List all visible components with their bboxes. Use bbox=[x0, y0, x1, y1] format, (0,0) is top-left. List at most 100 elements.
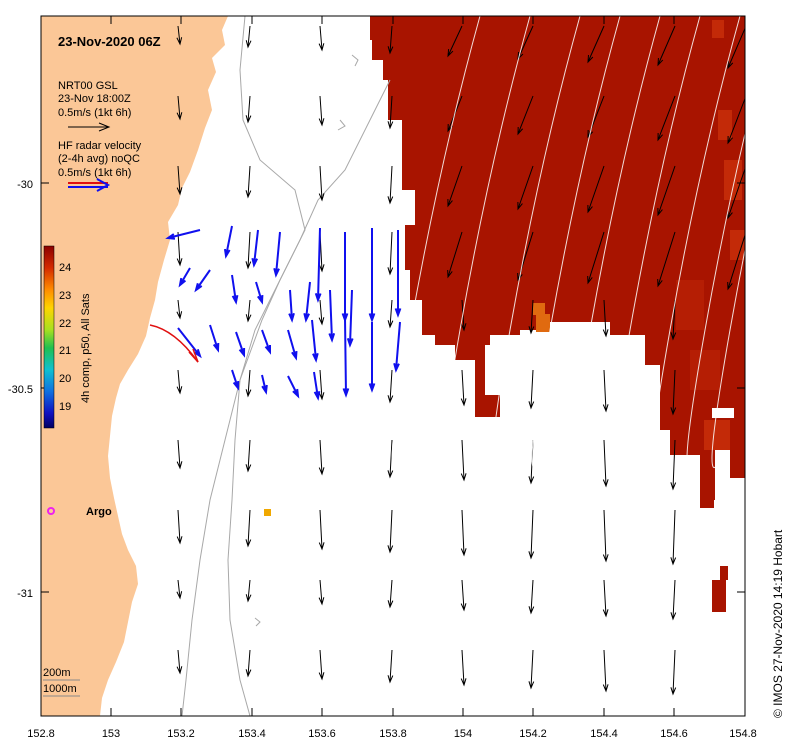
x-tick-label: 154.2 bbox=[519, 728, 547, 740]
model-current-arrow bbox=[447, 231, 463, 279]
model-current-arrow bbox=[528, 509, 535, 560]
model-current-arrow bbox=[657, 165, 676, 217]
sst-streamline bbox=[391, 16, 481, 468]
hf-radar-arrows bbox=[165, 225, 402, 401]
depth-legend: 200m 1000m bbox=[43, 667, 80, 697]
model-current-arrow bbox=[657, 95, 676, 142]
model-current-arrow bbox=[602, 439, 609, 488]
depth-legend-line1: 200m bbox=[43, 667, 71, 679]
model-reference-arrow bbox=[68, 122, 111, 132]
model-current-arrow bbox=[460, 649, 467, 687]
x-tick-label: 153 bbox=[102, 728, 120, 740]
model-current-arrow bbox=[670, 579, 677, 621]
hf-radar-arrow bbox=[394, 230, 402, 318]
x-tick-label: 152.8 bbox=[27, 728, 55, 740]
hf-radar-arrow bbox=[261, 329, 272, 355]
x-tick-label: 154 bbox=[454, 728, 472, 740]
model-current-arrow bbox=[387, 509, 394, 554]
hf-radar-arrow bbox=[165, 229, 201, 240]
model-current-arrow bbox=[744, 690, 745, 692]
model-current-arrow bbox=[318, 165, 325, 202]
sst-streamline bbox=[711, 247, 745, 468]
model-legend-line1: NRT00 GSL bbox=[58, 80, 118, 92]
y-tick-label: -30.5 bbox=[8, 384, 33, 396]
model-current-arrow bbox=[318, 299, 325, 326]
model-current-arrow bbox=[744, 485, 745, 486]
radar-legend-line2: (2-4h avg) noQC bbox=[58, 153, 140, 165]
sst-streamline bbox=[571, 16, 661, 468]
colorbar-tick: 22 bbox=[59, 318, 71, 330]
model-current-arrow bbox=[176, 25, 183, 46]
hf-radar-arrow bbox=[328, 289, 336, 343]
map-title: 23-Nov-2020 06Z bbox=[58, 34, 161, 49]
x-tick-label: 153.6 bbox=[308, 728, 336, 740]
x-tick-label: 154.4 bbox=[590, 728, 618, 740]
isobath-1000m bbox=[181, 79, 391, 716]
model-current-arrow bbox=[727, 233, 745, 291]
hf-radar-arrow bbox=[231, 274, 239, 305]
hf-radar-arrow bbox=[287, 329, 298, 361]
model-current-arrow bbox=[602, 299, 609, 338]
radar-legend-line1: HF radar velocity bbox=[58, 140, 142, 152]
sst-streamline bbox=[491, 16, 581, 468]
model-current-arrow bbox=[528, 579, 535, 615]
model-current-arrow bbox=[176, 509, 183, 545]
radar-legend: HF radar velocity (2-4h avg) noQC 0.5m/s… bbox=[58, 140, 142, 192]
hf-radar-arrow bbox=[273, 231, 281, 278]
model-current-arrow bbox=[587, 25, 605, 64]
depth-legend-line2: 1000m bbox=[43, 683, 77, 695]
sst-streamline bbox=[441, 16, 531, 468]
sst-streamline bbox=[531, 16, 621, 468]
model-current-arrow bbox=[460, 369, 467, 407]
hf-radar-arrow bbox=[368, 322, 376, 393]
model-current-arrow bbox=[245, 579, 252, 603]
model-current-arrow bbox=[318, 509, 325, 551]
model-current-arrow bbox=[245, 439, 252, 473]
axis-ticks bbox=[40, 16, 746, 716]
isobath-lines bbox=[181, 16, 391, 716]
model-current-arrow bbox=[245, 369, 252, 398]
model-current-arrow bbox=[318, 439, 325, 476]
colorbar-gradient bbox=[43, 245, 55, 429]
colorbar-label: 4h comp, p50, All Sats bbox=[80, 293, 92, 403]
model-current-arrow bbox=[245, 649, 252, 678]
model-current-arrow bbox=[176, 369, 183, 395]
model-current-arrow bbox=[447, 25, 463, 58]
sst-streamlines bbox=[391, 16, 745, 468]
hf-radar-arrow bbox=[311, 319, 319, 363]
model-current-arrow bbox=[517, 165, 534, 211]
model-current-arrow bbox=[176, 579, 183, 600]
sst-streamline bbox=[651, 16, 741, 468]
radar-reference-arrow bbox=[68, 178, 111, 192]
colorbar-tick: 23 bbox=[59, 290, 71, 302]
hf-radar-arrow bbox=[393, 321, 401, 373]
hf-radar-arrow bbox=[346, 289, 354, 348]
model-current-arrows bbox=[176, 25, 745, 696]
model-legend-line3: 0.5m/s (1kt 6h) bbox=[58, 107, 131, 119]
model-current-arrow bbox=[245, 231, 252, 270]
argo-marker: Argo bbox=[47, 506, 112, 518]
model-current-arrow bbox=[387, 299, 394, 329]
hf-radar-arrow bbox=[178, 267, 191, 288]
colorbar-tick: 21 bbox=[59, 345, 71, 357]
model-current-arrow bbox=[176, 165, 183, 196]
sst-warm-region bbox=[370, 16, 745, 612]
hf-radar-arrow bbox=[251, 229, 259, 268]
model-current-arrow bbox=[744, 335, 745, 337]
colorbar-tick: 19 bbox=[59, 401, 71, 413]
model-current-arrow bbox=[602, 509, 609, 563]
model-current-arrow bbox=[387, 369, 394, 404]
hf-radar-arrow bbox=[288, 289, 295, 323]
y-axis-labels: -30 -30.5 -31 bbox=[8, 179, 33, 600]
model-current-arrow bbox=[587, 165, 605, 214]
data-marker-yellow bbox=[264, 509, 271, 516]
model-current-arrow bbox=[176, 95, 183, 121]
model-current-arrow bbox=[670, 439, 677, 491]
model-current-arrow bbox=[318, 25, 325, 52]
hf-radar-arrow bbox=[231, 369, 240, 391]
model-current-arrow bbox=[318, 579, 325, 606]
x-tick-label: 153.2 bbox=[167, 728, 195, 740]
model-current-arrow bbox=[528, 369, 535, 410]
model-current-arrow bbox=[460, 579, 467, 612]
